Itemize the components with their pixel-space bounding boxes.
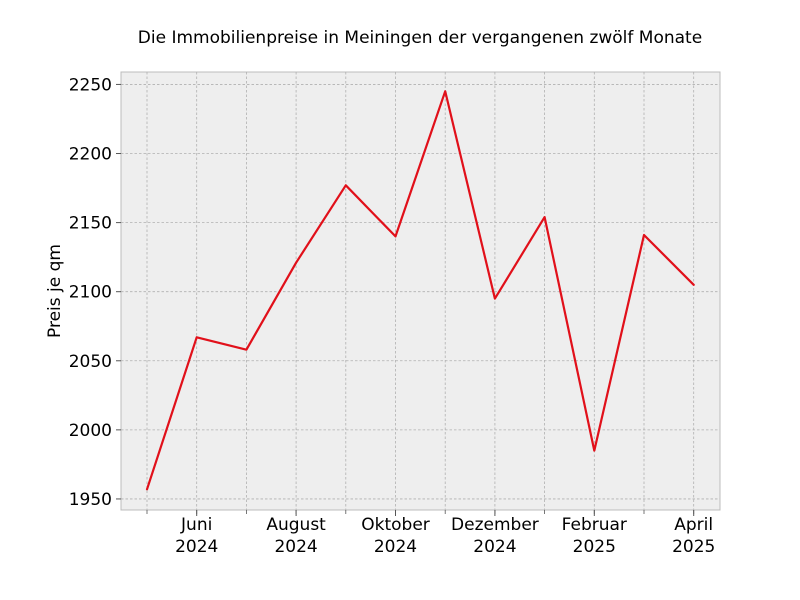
plot-area <box>120 71 721 511</box>
y-axis-label: Preis je qm <box>45 244 65 338</box>
y-tick-label: 2200 <box>69 145 112 165</box>
x-tick-label: Juni 2024 <box>175 515 218 557</box>
y-tick-label: 1950 <box>69 490 112 510</box>
y-tick-label: 2050 <box>69 352 112 372</box>
x-tick-month: August <box>266 515 326 535</box>
y-tick-label: 2100 <box>69 283 112 303</box>
chart-title: Die Immobilienpreise in Meiningen der ve… <box>138 28 702 48</box>
x-tick-label: Oktober 2024 <box>361 515 430 557</box>
x-tick-year: 2024 <box>274 537 317 557</box>
x-tick-month: Dezember <box>451 515 539 535</box>
x-tick-month: Oktober <box>361 515 430 535</box>
x-tick-label: August 2024 <box>266 515 326 557</box>
series-layer <box>145 90 695 491</box>
x-tick-year: 2025 <box>573 537 616 557</box>
y-tick-label: 2000 <box>69 421 112 441</box>
x-tick-month: Februar <box>562 515 627 535</box>
y-tick-label: 2150 <box>69 214 112 234</box>
price-series-line <box>145 90 695 491</box>
grid-layer <box>121 72 720 510</box>
x-tick-year: 2024 <box>374 537 417 557</box>
x-tick-label: April 2025 <box>672 515 715 557</box>
y-tick-label: 2250 <box>69 75 112 95</box>
x-tick-year: 2024 <box>473 537 516 557</box>
x-tick-year: 2024 <box>175 537 218 557</box>
x-tick-label: Februar 2025 <box>562 515 627 557</box>
x-tick-month: Juni <box>180 515 212 535</box>
x-tick-label: Dezember 2024 <box>451 515 539 557</box>
x-tick-year: 2025 <box>672 537 715 557</box>
x-tick-month: April <box>674 515 713 535</box>
